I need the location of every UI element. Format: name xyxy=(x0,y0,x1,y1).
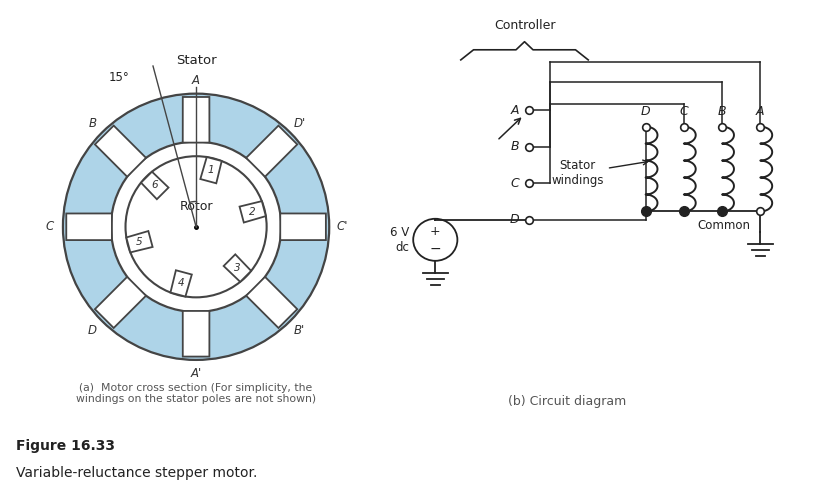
Text: (a)  Motor cross section (For simplicity, the
windings on the stator poles are n: (a) Motor cross section (For simplicity,… xyxy=(76,383,316,404)
Text: 6: 6 xyxy=(151,180,158,190)
Text: Common: Common xyxy=(698,219,751,232)
Text: Stator
windings: Stator windings xyxy=(551,159,648,187)
Text: 3: 3 xyxy=(234,263,241,273)
Text: 15°: 15° xyxy=(109,71,129,84)
Polygon shape xyxy=(239,201,266,222)
Polygon shape xyxy=(171,270,192,296)
Text: (b) Circuit diagram: (b) Circuit diagram xyxy=(508,395,626,408)
Text: D: D xyxy=(88,324,97,337)
Text: 6 V: 6 V xyxy=(390,226,409,239)
Text: B: B xyxy=(718,105,726,118)
Circle shape xyxy=(63,94,329,360)
Text: 1: 1 xyxy=(208,165,215,175)
Text: D: D xyxy=(510,213,520,226)
Text: B: B xyxy=(88,117,96,130)
Circle shape xyxy=(111,141,281,312)
Polygon shape xyxy=(200,157,221,183)
Circle shape xyxy=(179,210,213,244)
Polygon shape xyxy=(280,213,326,240)
Text: +: + xyxy=(430,225,440,238)
Polygon shape xyxy=(246,277,297,328)
Text: A: A xyxy=(511,104,520,117)
Text: Variable-reluctance stepper motor.: Variable-reluctance stepper motor. xyxy=(16,466,257,480)
Text: A': A' xyxy=(190,367,202,380)
Polygon shape xyxy=(183,97,209,142)
Text: C: C xyxy=(46,220,54,233)
Polygon shape xyxy=(66,213,112,240)
Polygon shape xyxy=(95,277,146,328)
Text: 4: 4 xyxy=(177,279,184,288)
Text: 5: 5 xyxy=(136,237,143,247)
Polygon shape xyxy=(95,126,146,176)
Text: Rotor: Rotor xyxy=(179,200,213,213)
Text: D: D xyxy=(641,105,650,118)
Text: 2: 2 xyxy=(249,207,256,216)
Text: C: C xyxy=(680,105,688,118)
Text: Controller: Controller xyxy=(493,19,556,32)
Polygon shape xyxy=(246,126,297,176)
Circle shape xyxy=(126,156,266,297)
Polygon shape xyxy=(127,231,153,252)
Text: A: A xyxy=(192,74,200,87)
Text: B: B xyxy=(511,141,520,153)
Polygon shape xyxy=(224,254,251,282)
Text: −: − xyxy=(430,242,441,256)
Text: dc: dc xyxy=(395,241,409,253)
Polygon shape xyxy=(141,172,168,199)
Text: D': D' xyxy=(293,117,306,130)
Text: B': B' xyxy=(294,324,306,337)
Polygon shape xyxy=(183,311,209,356)
Text: Figure 16.33: Figure 16.33 xyxy=(16,439,115,453)
Text: A: A xyxy=(756,105,765,118)
Text: C: C xyxy=(511,176,520,190)
Text: Stator: Stator xyxy=(176,54,217,67)
Text: C': C' xyxy=(337,220,348,233)
